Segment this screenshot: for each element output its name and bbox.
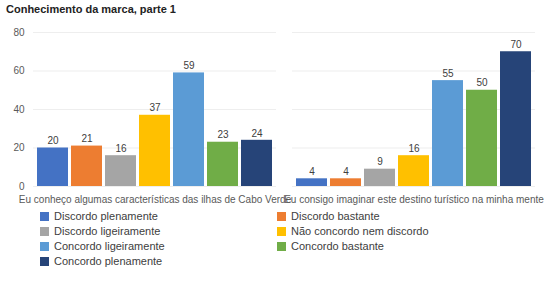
svg-text:23: 23	[217, 129, 229, 140]
svg-text:60: 60	[13, 65, 25, 76]
svg-text:Eu conheço algumas característ: Eu conheço algumas características das i…	[19, 194, 292, 205]
svg-text:16: 16	[408, 143, 420, 154]
svg-text:9: 9	[377, 156, 383, 167]
svg-text:16: 16	[115, 143, 127, 154]
svg-text:24: 24	[251, 128, 263, 139]
svg-text:Eu consigo imaginar este desti: Eu consigo imaginar este destino turísti…	[284, 194, 544, 205]
html-text:Não concordo nem discordo: Não concordo nem discordo	[291, 225, 429, 237]
html-text:Concordo plenamente: Concordo plenamente	[54, 255, 163, 267]
svg-text:55: 55	[442, 68, 454, 79]
html-text:Discordo bastante: Discordo bastante	[291, 210, 380, 222]
svg-text:37: 37	[149, 102, 161, 113]
svg-text:4: 4	[343, 166, 349, 177]
svg-text:40: 40	[13, 104, 25, 115]
svg-text:4: 4	[309, 166, 315, 177]
svg-text:70: 70	[510, 39, 522, 50]
svg-text:20: 20	[47, 135, 59, 146]
svg-text:50: 50	[476, 77, 488, 88]
svg-text:21: 21	[81, 133, 93, 144]
html-text:Discordo ligeiramente: Discordo ligeiramente	[54, 225, 161, 237]
html-text:Conhecimento da marca, parte 1: Conhecimento da marca, parte 1	[6, 3, 176, 15]
svg-text:59: 59	[183, 60, 195, 71]
svg-text:20: 20	[13, 142, 25, 153]
svg-text:80: 80	[13, 27, 25, 38]
html-text:Concordo bastante: Concordo bastante	[291, 240, 384, 252]
html-text:Discordo plenamente: Discordo plenamente	[54, 210, 158, 222]
html-text:Concordo ligeiramente: Concordo ligeiramente	[54, 240, 165, 252]
svg-text:0: 0	[19, 181, 25, 192]
